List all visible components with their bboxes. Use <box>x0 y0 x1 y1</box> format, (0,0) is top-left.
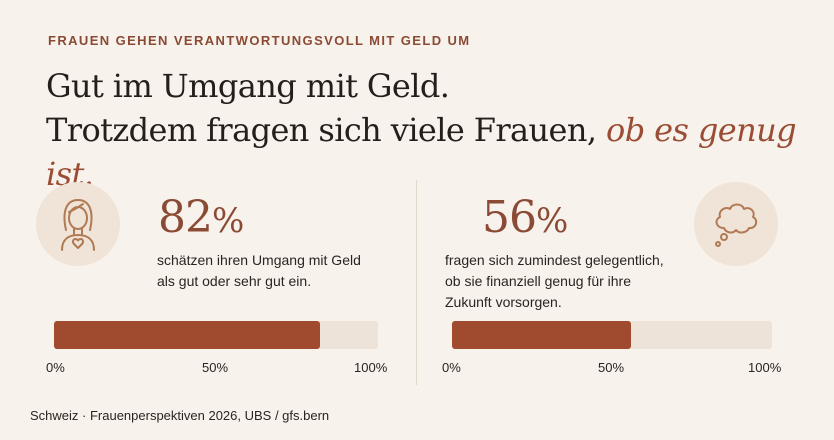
headline: Gut im Umgang mit Geld. Trotzdem fragen … <box>46 64 834 196</box>
stat-value-right-number: 56 <box>482 192 537 243</box>
stat-description-right-line-2: ob sie finanziell genug für ihre <box>445 273 632 289</box>
thought-bubble-icon-graphic <box>715 203 758 247</box>
stat-description-right: fragen sich zumindest gelegentlich, ob s… <box>445 250 664 313</box>
tick-left-100: 100% <box>354 360 388 375</box>
eyebrow-label: FRAUEN GEHEN VERANTWORTUNGSVOLL MIT GELD… <box>48 33 471 48</box>
source-note: Schweiz · Frauenperspektiven 2026, UBS /… <box>30 408 330 423</box>
headline-line-1: Gut im Umgang mit Geld. <box>46 67 450 105</box>
tick-right-100: 100% <box>748 360 782 375</box>
stat-panel-left: 82% schätzen ihren Umgang mit Geld als g… <box>30 180 390 380</box>
tick-left-50: 50% <box>202 360 229 375</box>
panel-divider <box>416 180 417 385</box>
bar-fill-right <box>452 321 632 349</box>
stat-description-left: schätzen ihren Umgang mit Geld als gut o… <box>157 250 361 292</box>
bar-track-left <box>54 321 378 349</box>
woman-heart-icon-graphic <box>61 199 95 251</box>
bar-fill-left <box>54 321 320 349</box>
stat-description-left-line-2: als gut oder sehr gut ein. <box>157 273 312 289</box>
woman-heart-icon <box>36 182 120 266</box>
tick-right-0: 0% <box>442 360 461 375</box>
headline-line-2: Trotzdem fragen sich viele Frauen, ob es… <box>46 108 834 196</box>
stat-value-left-unit: % <box>212 201 244 241</box>
stat-description-right-line-3: Zukunft vorsorgen. <box>445 294 562 310</box>
headline-line-2-start: Trotzdem fragen sich viele Frauen, <box>46 111 607 149</box>
stat-value-right-unit: % <box>536 201 568 241</box>
stat-value-left-number: 82 <box>158 192 213 243</box>
stat-panel-right: 56% fragen sich zumindest gelegentlich, … <box>440 180 805 380</box>
thought-bubble-icon <box>694 182 778 266</box>
headline-accent: ob es genug ist. <box>46 111 797 193</box>
stat-value-left: 82% <box>158 192 244 243</box>
bar-track-right <box>452 321 772 349</box>
tick-left-0: 0% <box>46 360 65 375</box>
stat-description-left-line-1: schätzen ihren Umgang mit Geld <box>157 252 361 268</box>
stat-description-right-line-1: fragen sich zumindest gelegentlich, <box>445 252 664 268</box>
tick-right-50: 50% <box>598 360 625 375</box>
stat-value-right: 56% <box>482 192 568 243</box>
